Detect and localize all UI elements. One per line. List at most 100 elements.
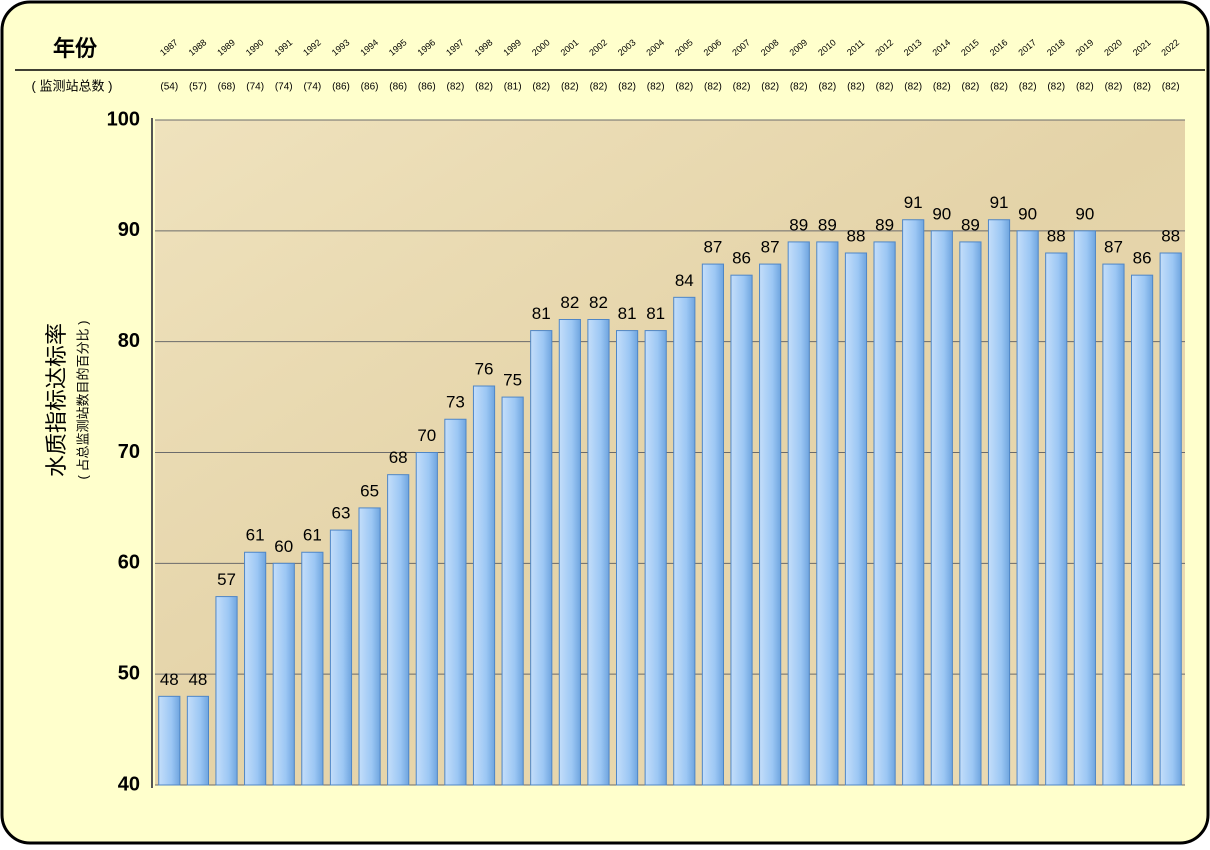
data-label: 48 [188, 670, 207, 689]
data-label: 91 [904, 193, 923, 212]
data-label: 81 [646, 304, 665, 323]
data-label: 70 [417, 426, 436, 445]
y-tick-label: 70 [118, 441, 140, 463]
y-tick-label: 40 [118, 773, 140, 795]
data-label: 88 [847, 226, 866, 245]
station-count: (86) [332, 82, 350, 93]
data-label: 57 [217, 570, 236, 589]
station-count: (82) [962, 82, 980, 93]
data-label: 63 [332, 504, 351, 523]
y-sublabel: ( 占总监测站数目的百分比 ) [75, 321, 90, 480]
station-count: (82) [1162, 82, 1180, 93]
data-label: 86 [1133, 249, 1152, 268]
bar [759, 263, 782, 786]
station-count: (82) [704, 82, 722, 93]
y-label: 水质指标达标率 [44, 323, 69, 477]
bar [1073, 230, 1096, 786]
bar [244, 551, 267, 786]
bar [902, 219, 925, 786]
data-label: 82 [589, 293, 608, 312]
station-count: (74) [303, 82, 321, 93]
station-count: (82) [1019, 82, 1037, 93]
station-count: (82) [818, 82, 836, 93]
station-count: (81) [504, 82, 522, 93]
bar [387, 474, 410, 786]
station-count: (57) [189, 82, 207, 93]
station-count: (82) [1076, 82, 1094, 93]
bar [816, 241, 839, 786]
data-label: 86 [732, 249, 751, 268]
data-label: 89 [875, 215, 894, 234]
data-label: 60 [274, 537, 293, 556]
data-label: 75 [503, 371, 522, 390]
bar [673, 296, 696, 786]
station-count: (74) [275, 82, 293, 93]
y-tick-label: 100 [107, 108, 140, 130]
data-label: 68 [389, 448, 408, 467]
bar [959, 241, 982, 786]
data-label: 87 [703, 238, 722, 257]
bar [444, 418, 467, 786]
data-label: 91 [990, 193, 1009, 212]
bar [358, 507, 381, 786]
data-label: 61 [246, 526, 265, 545]
bar [615, 330, 639, 786]
station-count: (82) [1133, 82, 1151, 93]
station-count: (82) [561, 82, 579, 93]
data-label: 82 [560, 293, 579, 312]
bar [415, 452, 438, 786]
station-count: (82) [933, 82, 951, 93]
station-count: (68) [218, 82, 236, 93]
data-label: 89 [789, 215, 808, 234]
bar [730, 274, 753, 786]
station-count: (82) [876, 82, 894, 93]
data-label: 87 [1104, 238, 1123, 257]
bar [1045, 252, 1068, 786]
data-label: 90 [932, 204, 951, 223]
data-label: 88 [1047, 226, 1066, 245]
data-label: 88 [1161, 226, 1180, 245]
station-count: (82) [733, 82, 751, 93]
bar [215, 596, 238, 786]
data-label: 65 [360, 481, 379, 500]
station-count: (82) [904, 82, 922, 93]
station-count: (82) [590, 82, 608, 93]
station-count: (82) [790, 82, 808, 93]
station-count: (82) [847, 82, 865, 93]
bar [587, 319, 610, 786]
bar [844, 252, 868, 786]
bar [329, 529, 353, 786]
station-count: (82) [647, 82, 665, 93]
data-label: 84 [675, 271, 694, 290]
data-label: 90 [1018, 204, 1037, 223]
bar [930, 230, 953, 786]
station-count: (82) [675, 82, 693, 93]
data-label: 48 [160, 670, 179, 689]
bar [1016, 230, 1039, 786]
station-count: (82) [761, 82, 779, 93]
station-count: (74) [246, 82, 264, 93]
station-count: (82) [1047, 82, 1065, 93]
bar [701, 263, 725, 786]
data-label: 76 [475, 359, 494, 378]
station-count: (82) [475, 82, 493, 93]
bar [873, 241, 896, 786]
data-label: 73 [446, 393, 465, 412]
data-label: 87 [761, 238, 780, 257]
data-label: 81 [532, 304, 551, 323]
bar [558, 319, 581, 786]
bar [644, 330, 667, 786]
bar [501, 396, 524, 786]
data-label: 81 [618, 304, 637, 323]
bar [158, 695, 181, 786]
y-tick-label: 60 [118, 552, 140, 574]
bar [1102, 263, 1125, 786]
bar [472, 385, 496, 786]
bar [787, 241, 810, 786]
bar [1159, 252, 1182, 786]
station-count: (82) [990, 82, 1008, 93]
data-label: 90 [1075, 204, 1094, 223]
y-tick-label: 90 [118, 219, 140, 241]
station-count: (86) [361, 82, 379, 93]
